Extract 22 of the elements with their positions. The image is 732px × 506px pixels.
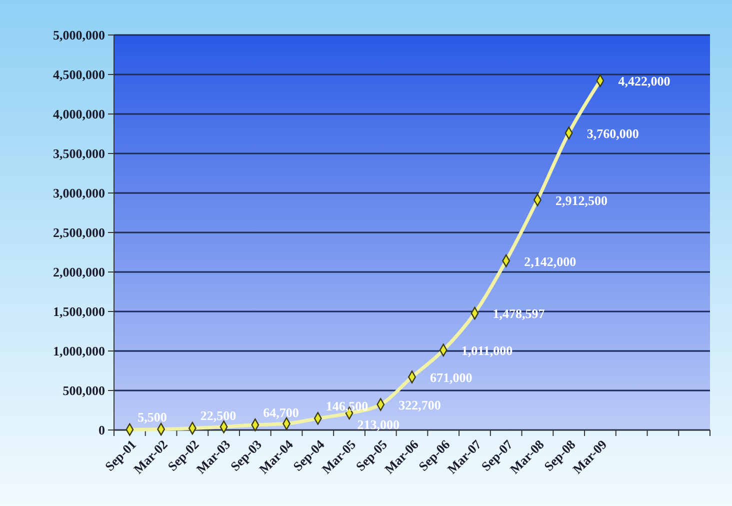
data-label: 671,000 (430, 370, 472, 385)
data-label: 22,500 (200, 408, 236, 424)
y-tick-label: 3,000,000 (53, 186, 105, 201)
data-label: 4,422,000 (618, 74, 670, 89)
y-tick-label: 2,000,000 (53, 264, 105, 280)
y-tick-label: 500,000 (62, 383, 105, 398)
y-tick-label: 0 (98, 422, 105, 438)
y-tick-label: 4,500,000 (53, 67, 105, 82)
y-tick-label: 4,000,000 (53, 106, 105, 122)
data-label: 213,000 (357, 417, 400, 432)
y-tick-label: 1,500,000 (53, 304, 105, 320)
data-label: 3,760,000 (586, 126, 639, 141)
y-tick-label: 1,000,000 (53, 344, 105, 359)
y-tick-label: 3,500,000 (53, 146, 105, 162)
data-label: 5,500 (138, 410, 167, 425)
data-label: 2,142,000 (524, 254, 576, 269)
data-label: 322,700 (398, 398, 441, 413)
data-label: 2,912,500 (555, 192, 608, 208)
y-tick-label: 5,000,000 (53, 28, 105, 43)
y-tick-label: 2,500,000 (53, 225, 105, 240)
data-label: 146,500 (326, 398, 368, 414)
data-label: 64,700 (263, 404, 299, 420)
